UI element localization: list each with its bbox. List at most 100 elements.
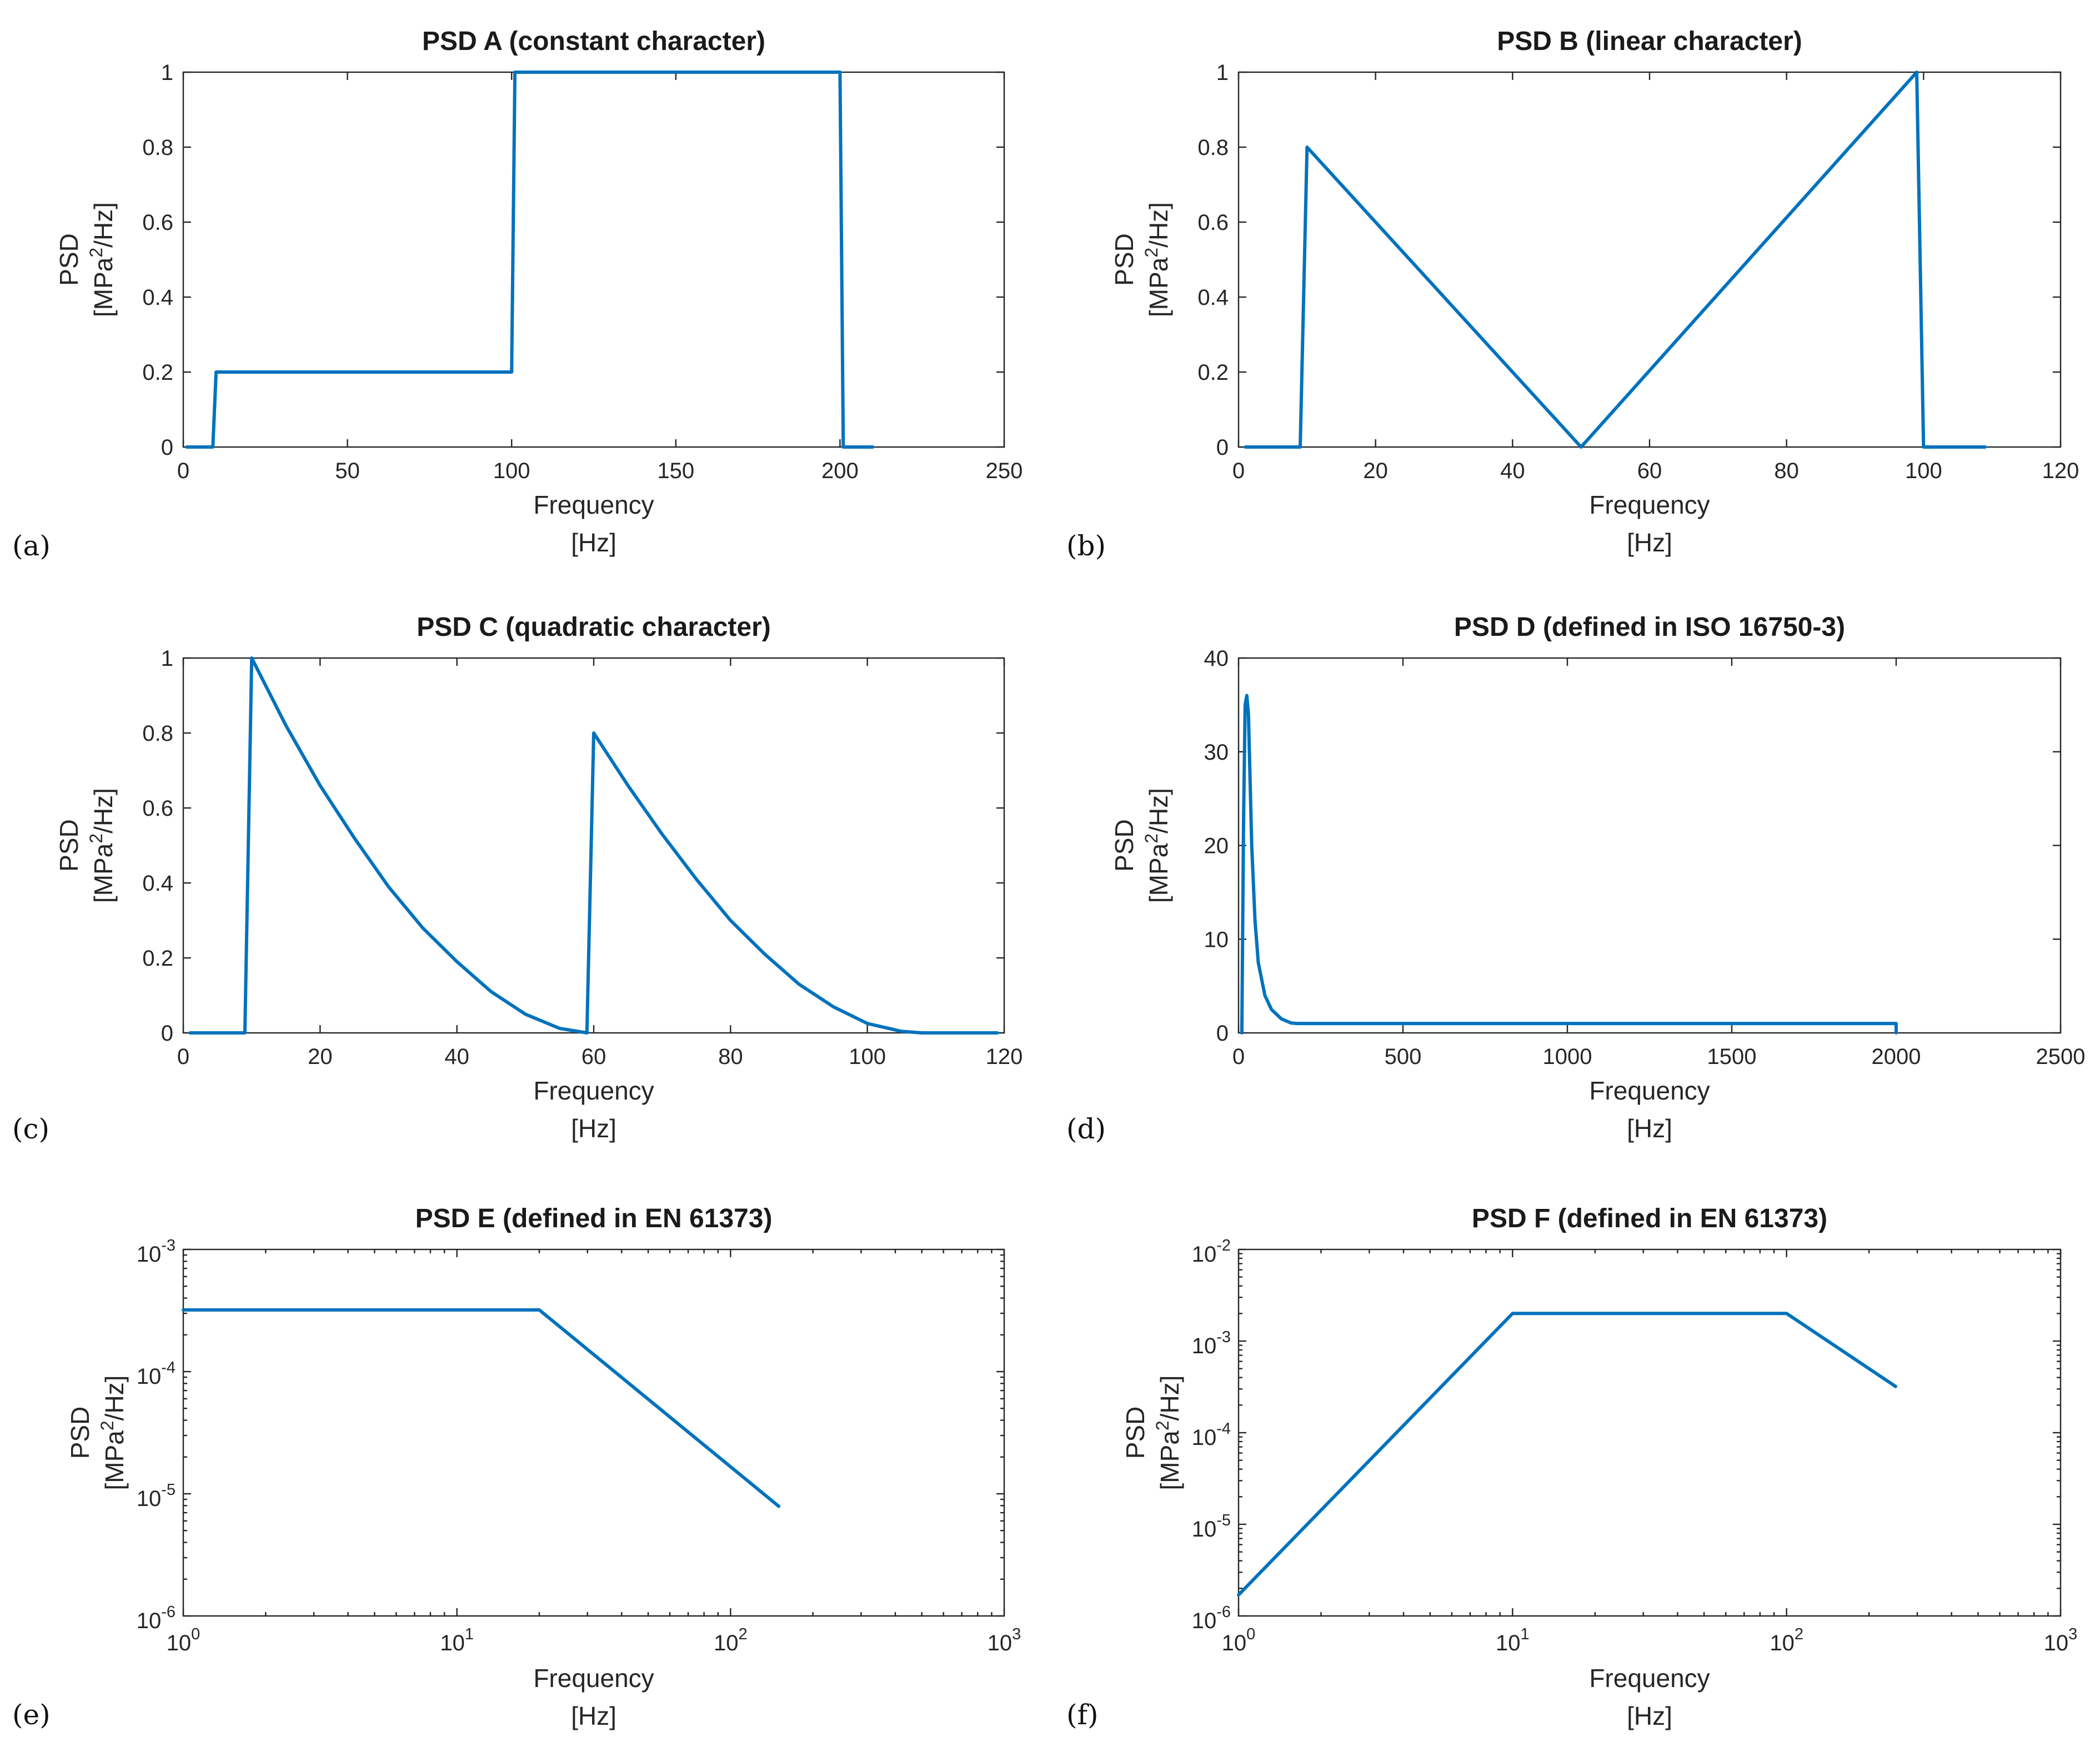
y-axis-unit-label: [MPa2/Hz]: [1141, 202, 1173, 317]
x-tick-label: 50: [335, 459, 360, 483]
x-tick-label: 80: [718, 1045, 743, 1069]
y-unit-pre: [MPa: [1155, 1430, 1184, 1490]
y-tick-label: 0.6: [1197, 210, 1229, 235]
panel-letter: (d): [1066, 1113, 1106, 1145]
x-axis-label: Frequency: [1589, 1076, 1710, 1105]
chart-title: PSD C (quadratic character): [417, 613, 771, 642]
x-tick-exponent: 0: [191, 1625, 200, 1643]
y-tick-label: 10-3: [1192, 1328, 1231, 1358]
y-unit-pre: [MPa: [100, 1430, 129, 1490]
x-tick-label: 250: [986, 459, 1023, 483]
x-tick-label: 1500: [1707, 1045, 1757, 1069]
x-tick-base: 10: [1222, 1631, 1247, 1655]
y-tick-label: 10-3: [137, 1237, 176, 1267]
plot-frame: [182, 657, 1005, 1034]
chart-panel-c: 0 20 40 60 80 100 120 0 0.2 0.4 0.6 0.8 1 PSD C (quad…: [12, 613, 1023, 1145]
y-unit-superscript: 2: [86, 834, 106, 844]
series-line-f-0: [1237, 1312, 1897, 1597]
panel-letter: (e): [12, 1699, 51, 1731]
x-tick-exponent: 2: [739, 1625, 748, 1643]
y-tick-label: 20: [1204, 834, 1229, 859]
y-tick-exponent: -5: [161, 1481, 176, 1499]
x-tick-label: 1000: [1543, 1045, 1592, 1069]
y-unit-post: /Hz]: [100, 1376, 129, 1421]
chart-title: PSD F (defined in EN 61373): [1472, 1204, 1827, 1233]
x-tick-label: 200: [821, 459, 859, 483]
y-tick-label: 10-2: [1192, 1237, 1231, 1267]
x-tick-base: 10: [714, 1631, 739, 1655]
y-unit-pre: [MPa: [89, 843, 118, 903]
x-tick-label: 100: [493, 459, 530, 483]
y-tick-label: 0.6: [142, 210, 173, 235]
y-axis-unit-label: [MPa2/Hz]: [1141, 788, 1173, 903]
panel-letter: (c): [12, 1113, 49, 1145]
x-tick-base: 10: [167, 1631, 192, 1655]
y-unit-superscript: 2: [1152, 1420, 1172, 1430]
y-tick-label: 0: [1216, 435, 1229, 460]
series-line-c-0: [188, 656, 999, 1035]
x-tick-label: 0: [1232, 1045, 1245, 1069]
y-tick-label: 0.8: [1197, 135, 1229, 160]
y-tick-label: 0.6: [142, 796, 173, 821]
x-tick-exponent: 3: [2068, 1625, 2077, 1643]
y-tick-exponent: -6: [161, 1603, 176, 1621]
y-tick-label: 10: [1204, 927, 1229, 952]
y-axis-label: PSD: [1121, 1407, 1150, 1459]
y-axis-unit-label: [MPa2/Hz]: [1152, 1376, 1184, 1490]
x-tick-label: 0: [177, 1045, 189, 1069]
x-tick-label: 103: [2044, 1625, 2078, 1655]
y-unit-post: /Hz]: [89, 202, 118, 248]
x-tick-label: 60: [582, 1045, 607, 1069]
y-tick-base: 10: [137, 1487, 162, 1511]
y-tick-label: 0: [161, 1021, 173, 1046]
plot-frame: [1237, 71, 2062, 448]
x-tick-label: 500: [1385, 1045, 1422, 1069]
y-tick-exponent: -5: [1216, 1512, 1231, 1529]
y-tick-label: 0.2: [142, 946, 173, 971]
series-line-d-0: [1240, 694, 1898, 1035]
x-tick-label: 20: [308, 1045, 333, 1069]
y-unit-pre: [MPa: [1144, 843, 1173, 903]
chart-title: PSD E (defined in EN 61373): [415, 1204, 773, 1233]
y-tick-base: 10: [137, 1242, 162, 1267]
x-tick-label: 150: [657, 459, 694, 483]
y-tick-label: 0.2: [142, 360, 173, 385]
y-tick-label: 0.8: [142, 721, 173, 746]
y-axis-unit-label: [MPa2/Hz]: [86, 788, 118, 903]
y-tick-base: 10: [1192, 1609, 1217, 1633]
x-tick-label: 80: [1774, 459, 1799, 483]
chart-title: PSD D (defined in ISO 16750-3): [1454, 613, 1845, 642]
x-tick-label: 100: [167, 1625, 201, 1655]
x-axis-unit-label: [Hz]: [571, 1114, 617, 1143]
x-axis-label: Frequency: [533, 1076, 654, 1105]
x-tick-exponent: 1: [1521, 1625, 1530, 1643]
y-tick-label: 1: [161, 646, 173, 671]
y-axis-label: PSD: [1110, 819, 1139, 872]
y-tick-exponent: -3: [161, 1237, 176, 1254]
y-tick-label: 10-6: [137, 1603, 176, 1633]
x-tick-label: 2000: [1872, 1045, 1921, 1069]
y-axis-label: PSD: [54, 233, 83, 286]
series-line-e-0: [182, 1308, 781, 1508]
y-tick-base: 10: [1192, 1517, 1217, 1542]
y-tick-label: 0.4: [142, 871, 173, 896]
y-unit-post: /Hz]: [89, 788, 118, 834]
x-tick-label: 100: [1905, 459, 1942, 483]
x-tick-base: 10: [1496, 1631, 1521, 1655]
x-tick-label: 0: [177, 459, 189, 483]
y-tick-label: 0: [161, 435, 173, 460]
chart-panel-b: 0 20 40 60 80 100 120 0 0.2 0.4 0.6 0.8 1 PSD B (line…: [1066, 27, 2079, 562]
y-tick-label: 30: [1204, 740, 1229, 765]
series-line-b-0: [1244, 71, 1987, 449]
x-tick-base: 10: [2044, 1631, 2069, 1655]
plot-frame: [182, 71, 1005, 448]
y-unit-post: /Hz]: [1144, 788, 1173, 834]
panel-letter: (a): [12, 530, 51, 562]
y-tick-label: 0: [1216, 1021, 1229, 1046]
x-axis-unit-label: [Hz]: [1627, 528, 1672, 557]
series-line-a-0: [184, 71, 875, 449]
y-unit-superscript: 2: [97, 1420, 117, 1430]
x-tick-label: 20: [1363, 459, 1388, 483]
